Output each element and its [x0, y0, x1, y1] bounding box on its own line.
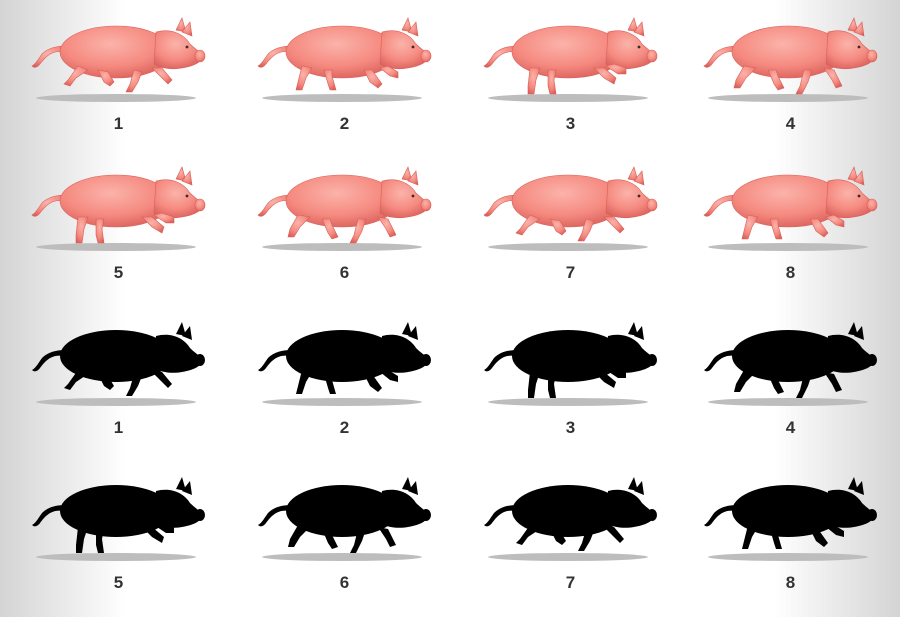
- frame-number: 8: [785, 263, 796, 282]
- animation-frame-4-1: 5: [6, 465, 231, 617]
- animation-frame-2-2: 6: [232, 155, 457, 307]
- animation-frame-4-4: 8: [678, 465, 900, 617]
- pig-illustration: [32, 322, 205, 406]
- running-pig-silhouette: [484, 322, 657, 398]
- animation-frame-3-3: 3: [458, 310, 683, 462]
- frame-number: 2: [339, 418, 350, 437]
- running-pig: [483, 17, 658, 95]
- frame-number: 3: [565, 114, 576, 133]
- running-pig-silhouette: [704, 322, 877, 398]
- running-pig: [31, 17, 206, 93]
- ground-shadow: [488, 94, 648, 102]
- running-pig-silhouette: [32, 477, 205, 553]
- ground-shadow: [262, 94, 422, 102]
- ground-shadow: [488, 553, 648, 561]
- pig-eye: [411, 45, 415, 49]
- frame-number: 7: [565, 263, 576, 282]
- pig-illustration: [483, 17, 658, 102]
- pig-illustration: [484, 322, 657, 406]
- pig-eye: [411, 504, 415, 508]
- pig-illustration: [484, 477, 657, 561]
- animation-frame-1-3: 3: [458, 6, 683, 158]
- frame-number: 6: [339, 263, 350, 282]
- running-pig: [703, 17, 878, 95]
- animation-frame-3-2: 2: [232, 310, 457, 462]
- pig-illustration: [258, 477, 431, 561]
- frame-number: 8: [785, 573, 796, 592]
- pig-eye: [637, 45, 641, 49]
- frame-number: 1: [113, 114, 124, 133]
- ground-shadow: [708, 243, 868, 251]
- running-pig-silhouette: [704, 477, 877, 549]
- pig-illustration: [31, 17, 206, 102]
- ground-shadow: [488, 398, 648, 406]
- animation-frame-3-1: 1: [6, 310, 231, 462]
- pig-eye: [411, 349, 415, 353]
- running-pig: [257, 166, 432, 244]
- frame-number: 4: [785, 418, 796, 437]
- pig-eye: [637, 194, 641, 198]
- pig-illustration: [258, 322, 431, 406]
- pig-eye: [637, 349, 641, 353]
- pig-eye: [411, 194, 415, 198]
- pig-eye: [185, 194, 189, 198]
- pig-illustration: [257, 17, 432, 102]
- pig-illustration: [703, 17, 878, 102]
- animation-frame-1-4: 4: [678, 6, 900, 158]
- pig-eye: [185, 504, 189, 508]
- pig-illustration: [703, 166, 878, 251]
- pig-eye: [857, 349, 861, 353]
- frame-number: 5: [113, 263, 124, 282]
- running-pig: [483, 166, 658, 242]
- animation-frame-1-2: 2: [232, 6, 457, 158]
- running-pig: [703, 166, 878, 240]
- frame-number: 4: [785, 114, 796, 133]
- frame-number: 1: [113, 418, 124, 437]
- ground-shadow: [708, 398, 868, 406]
- frame-number: 3: [565, 418, 576, 437]
- animation-frame-3-4: 4: [678, 310, 900, 462]
- running-pig-silhouette: [258, 477, 431, 553]
- ground-shadow: [262, 553, 422, 561]
- pig-illustration: [704, 322, 877, 406]
- animation-frame-2-3: 7: [458, 155, 683, 307]
- animation-frame-4-2: 6: [232, 465, 457, 617]
- pig-illustration: [257, 166, 432, 251]
- ground-shadow: [708, 94, 868, 102]
- ground-shadow: [708, 553, 868, 561]
- pig-eye: [857, 504, 861, 508]
- animation-frame-2-4: 8: [678, 155, 900, 307]
- ground-shadow: [488, 243, 648, 251]
- ground-shadow: [36, 243, 196, 251]
- running-pig: [31, 166, 206, 244]
- frame-number: 6: [339, 573, 350, 592]
- pig-illustration: [31, 166, 206, 251]
- pig-illustration: [483, 166, 658, 251]
- animation-frame-4-3: 7: [458, 465, 683, 617]
- ground-shadow: [36, 94, 196, 102]
- running-pig-silhouette: [32, 322, 205, 396]
- pig-eye: [857, 194, 861, 198]
- pig-eye: [637, 504, 641, 508]
- ground-shadow: [36, 553, 196, 561]
- ground-shadow: [262, 243, 422, 251]
- frame-number: 2: [339, 114, 350, 133]
- frame-number: 5: [113, 573, 124, 592]
- pig-illustration: [32, 477, 205, 561]
- running-pig: [257, 17, 432, 91]
- running-pig-silhouette: [258, 322, 431, 394]
- pig-eye: [185, 45, 189, 49]
- animation-frame-1-1: 1: [6, 6, 231, 158]
- pig-eye: [857, 45, 861, 49]
- ground-shadow: [262, 398, 422, 406]
- running-pig-silhouette: [484, 477, 657, 551]
- frame-number: 7: [565, 573, 576, 592]
- pig-eye: [185, 349, 189, 353]
- ground-shadow: [36, 398, 196, 406]
- pig-illustration: [704, 477, 877, 561]
- animation-frame-2-1: 5: [6, 155, 231, 307]
